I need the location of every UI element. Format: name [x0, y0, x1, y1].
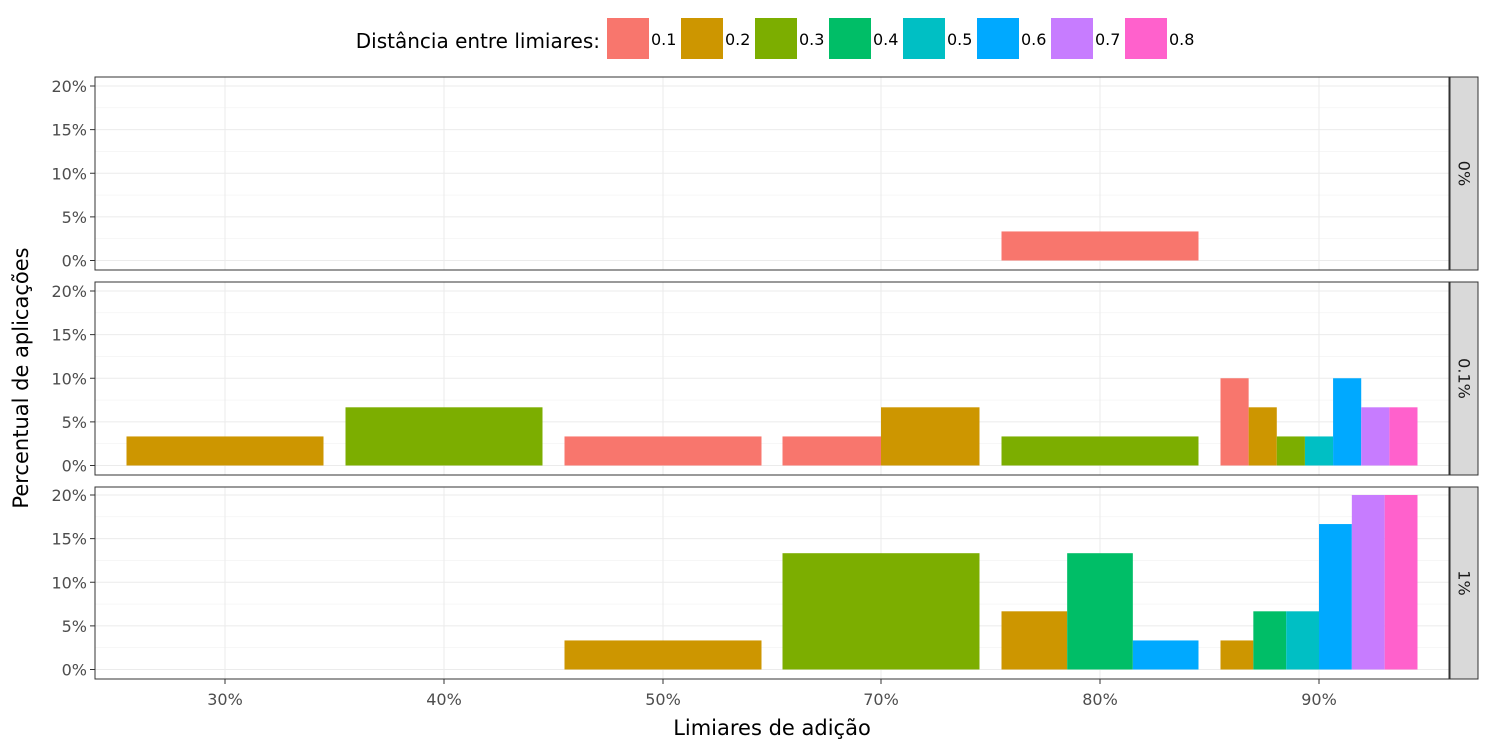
y-tick-label: 0%: [62, 457, 87, 476]
legend-title: Distância entre limiares:: [356, 29, 600, 53]
legend-item-0-3: 0.3: [755, 18, 824, 59]
legend-item-0-1: 0.1: [607, 18, 676, 59]
facet-strip: [1449, 281, 1479, 476]
legend-item-0-8: 0.8: [1125, 18, 1194, 59]
legend-label: 0.7: [1095, 30, 1120, 49]
bar-80pct-0-6: [1132, 640, 1199, 670]
panel-2: 0% 5% 10% 15% 20% 1%: [51, 486, 1479, 680]
bar-90pct-0-7: [1351, 495, 1385, 670]
y-tick-label: 20%: [51, 486, 87, 505]
y-tick-label: 5%: [62, 413, 87, 432]
x-tick-label: 80%: [1082, 690, 1118, 709]
bar-90pct-0-2: [1248, 407, 1277, 466]
bar-30pct-0-2: [126, 436, 324, 466]
x-axis-title: Limiares de adição: [673, 716, 871, 740]
x-tick-label: 90%: [1301, 690, 1337, 709]
x-tick-label: 50%: [645, 690, 681, 709]
facet-strip: [1449, 76, 1479, 271]
bar-90pct-0-4: [1253, 611, 1287, 670]
bar-90pct-0-8: [1389, 407, 1418, 466]
bar-70pct-0-3: [782, 553, 980, 670]
legend-swatch: [1051, 18, 1093, 59]
y-tick-label: 20%: [51, 282, 87, 301]
legend-item-0-4: 0.4: [829, 18, 898, 59]
facet-strip: [1449, 486, 1479, 680]
bar-90pct-0-6: [1333, 378, 1362, 466]
panel-1: 0% 5% 10% 15% 20% 0.1%: [51, 281, 1479, 476]
y-tick-label: 15%: [51, 326, 87, 345]
legend-swatch: [903, 18, 945, 59]
panel-border: [94, 486, 1450, 680]
legend-swatch: [1125, 18, 1167, 59]
y-tick-label: 20%: [51, 77, 87, 96]
bar-80pct-0-1: [1001, 231, 1199, 261]
legend-label: 0.2: [725, 30, 750, 49]
legend-swatch: [829, 18, 871, 59]
bar-70pct-0-2: [881, 407, 980, 466]
y-tick-label: 15%: [51, 530, 87, 549]
x-tick-label: 70%: [863, 690, 899, 709]
y-tick-label: 0%: [62, 252, 87, 271]
y-tick-label: 15%: [51, 121, 87, 140]
legend-swatch: [977, 18, 1019, 59]
legend-label: 0.5: [947, 30, 972, 49]
panel-border: [94, 76, 1450, 271]
x-axis: 30% 40% 50% 70% 80% 90%: [207, 679, 1337, 709]
legend-label: 0.1: [651, 30, 676, 49]
facet-strip-label: 0.1%: [1455, 358, 1474, 399]
bar-70pct-0-1: [782, 436, 881, 466]
bar-80pct-0-4: [1067, 553, 1133, 670]
bar-50pct-0-2: [564, 640, 762, 670]
y-axis-title: Percentual de aplicações: [9, 247, 33, 508]
y-tick-label: 10%: [51, 369, 87, 388]
bar-90pct-0-6: [1319, 524, 1352, 670]
panel-0: 0% 5% 10% 15% 20% 0%: [51, 76, 1479, 271]
legend-label: 0.3: [799, 30, 824, 49]
legend-swatch: [755, 18, 797, 59]
bar-90pct-0-5: [1304, 436, 1334, 466]
legend-item-0-5: 0.5: [903, 18, 972, 59]
legend: Distância entre limiares: 0.1 0.2 0.3 0.4 0.…: [356, 18, 1194, 59]
facet-strip-label: 1%: [1455, 570, 1474, 595]
legend-label: 0.4: [873, 30, 898, 49]
y-tick-label: 5%: [62, 617, 87, 636]
legend-item-0-2: 0.2: [681, 18, 750, 59]
x-tick-label: 40%: [426, 690, 462, 709]
legend-item-0-7: 0.7: [1051, 18, 1120, 59]
y-tick-label: 5%: [62, 208, 87, 227]
y-tick-label: 10%: [51, 164, 87, 183]
bar-80pct-0-3: [1001, 436, 1199, 466]
facet-strip-label: 0%: [1455, 161, 1474, 186]
bar-90pct-0-5: [1286, 611, 1319, 670]
y-tick-label: 10%: [51, 573, 87, 592]
legend-swatch: [607, 18, 649, 59]
bar-90pct-0-1: [1220, 378, 1249, 466]
legend-item-0-6: 0.6: [977, 18, 1046, 59]
y-tick-label: 0%: [62, 661, 87, 680]
legend-swatch: [681, 18, 723, 59]
bar-90pct-0-2: [1220, 640, 1254, 670]
bar-90pct-0-3: [1276, 436, 1305, 466]
x-tick-label: 30%: [207, 690, 243, 709]
panel-border: [94, 281, 1450, 476]
bar-50pct-0-1: [564, 436, 762, 466]
legend-label: 0.6: [1021, 30, 1046, 49]
bar-90pct-0-8: [1384, 495, 1418, 670]
bar-40pct-0-3: [345, 407, 543, 466]
bar-80pct-0-2: [1001, 611, 1068, 670]
panels: 0% 5% 10% 15% 20% 0% 0% 5% 10% 15% 20% 0.1% 0% 5% 10% 1…: [51, 76, 1479, 680]
legend-label: 0.8: [1169, 30, 1194, 49]
bar-90pct-0-7: [1361, 407, 1390, 466]
